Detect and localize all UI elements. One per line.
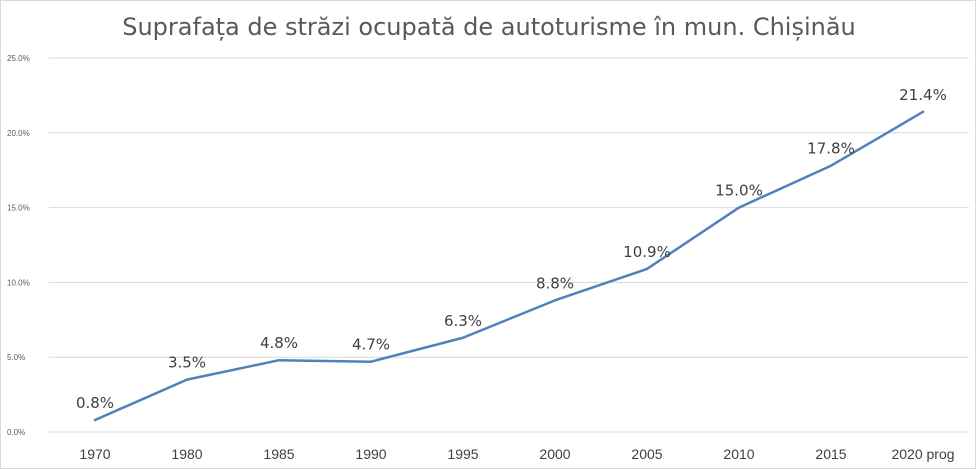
y-tick-label: 20.0% xyxy=(7,129,30,138)
data-point xyxy=(461,336,465,339)
data-point xyxy=(737,206,741,209)
y-tick-label: 25.0% xyxy=(7,54,30,63)
data-label: 8.8% xyxy=(536,274,574,292)
data-labels: 0.8% 3.5% 4.8% 4.7% 6.3% 8.8% 10.9% 15.0% 17.8% 2… xyxy=(76,86,947,412)
data-label: 15.0% xyxy=(715,182,763,200)
data-label: 21.4% xyxy=(899,86,947,104)
x-tick-label: 2005 xyxy=(631,446,662,462)
data-label: 3.5% xyxy=(168,354,206,372)
data-point xyxy=(277,358,281,362)
y-tick-label: 0.0% xyxy=(7,428,25,437)
x-tick-label: 1985 xyxy=(263,446,294,462)
y-tick-label: 15.0% xyxy=(7,204,30,213)
data-point xyxy=(185,378,189,381)
data-label: 4.8% xyxy=(260,334,298,352)
y-axis: 0.0% 5.0% 10.0% 15.0% 20.0% 25.0% xyxy=(7,54,30,437)
data-label: 10.9% xyxy=(623,243,671,261)
x-tick-label: 1980 xyxy=(171,446,202,462)
y-tick-label: 10.0% xyxy=(7,278,30,287)
data-point xyxy=(829,164,833,167)
data-label: 6.3% xyxy=(444,312,482,330)
x-tick-label: 1995 xyxy=(447,446,478,462)
data-point xyxy=(369,360,373,363)
x-tick-label: 1970 xyxy=(79,446,110,462)
x-tick-label: 1990 xyxy=(355,446,386,462)
data-point xyxy=(645,267,649,271)
y-tick-label: 5.0% xyxy=(7,353,25,362)
series-line xyxy=(93,110,925,422)
x-axis: 1970 1980 1985 1990 1995 2000 2005 2010 2015 2020… xyxy=(79,446,954,462)
data-label: 4.7% xyxy=(352,336,390,354)
x-tick-label: 2000 xyxy=(539,446,570,462)
x-tick-label: 2020 prog xyxy=(891,446,954,462)
chart-title: Suprafața de străzi ocupată de autoturis… xyxy=(122,13,856,41)
x-tick-label: 2010 xyxy=(723,446,754,462)
data-point xyxy=(921,110,925,114)
gridlines xyxy=(49,57,969,433)
x-tick-label: 2015 xyxy=(815,446,846,462)
data-label: 0.8% xyxy=(76,394,114,412)
data-label: 17.8% xyxy=(807,140,855,158)
data-point xyxy=(93,418,97,422)
series-group xyxy=(93,110,925,422)
data-point xyxy=(553,299,557,302)
